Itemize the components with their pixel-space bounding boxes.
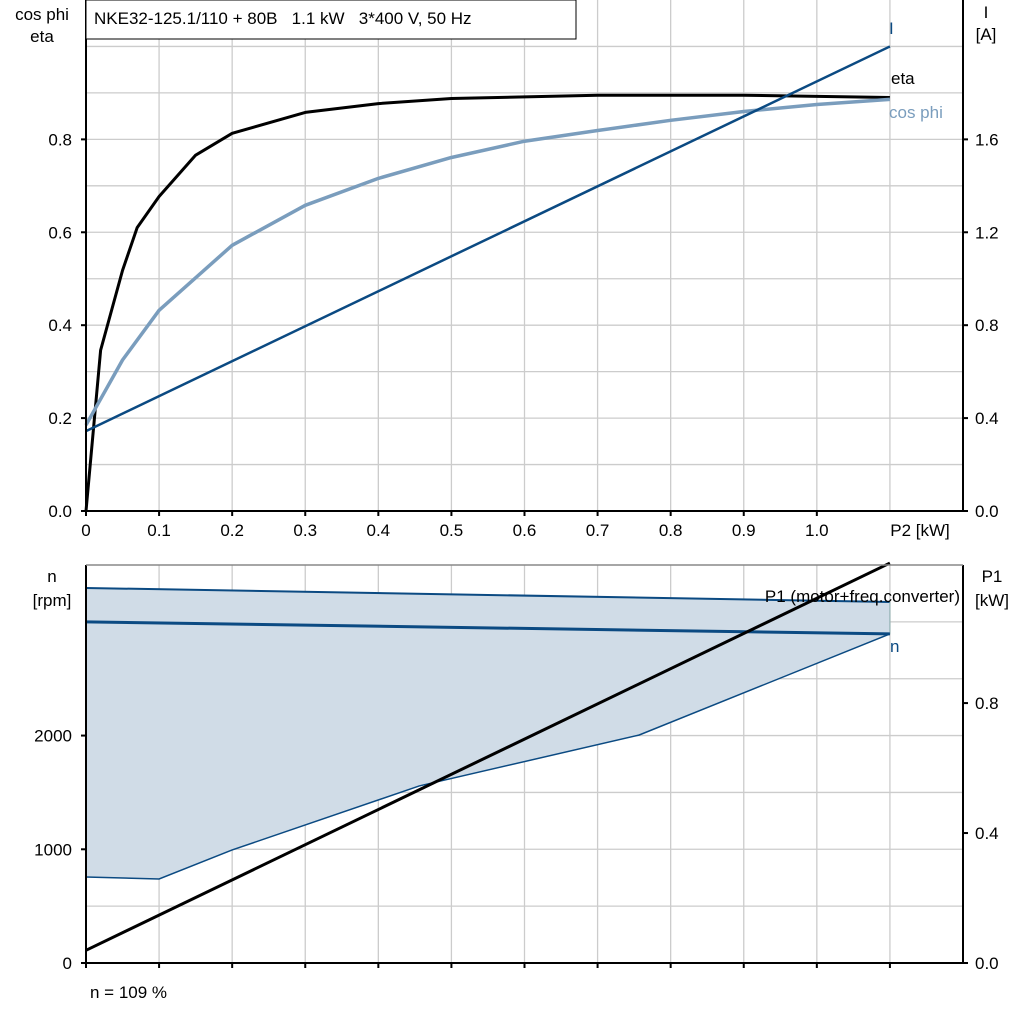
- series-p1-line: [85, 561, 891, 952]
- min-speed-line: [85, 633, 891, 880]
- left-tick-label: 0.6: [48, 223, 72, 242]
- left-tick-label: 1000: [34, 840, 72, 859]
- series-eta-line: [84, 93, 890, 512]
- speed-percentage: n = 109 %: [90, 983, 167, 1002]
- axes: [85, 0, 964, 964]
- series-label-n: n: [890, 637, 899, 656]
- x-tick-label: 0.5: [440, 521, 464, 540]
- series-i-line: [85, 45, 891, 433]
- top-grid: 0.0 0.2 0.4 0.6 0.8 0.0 0.4 0.8 1.2 1.6 0 0.1 0.2 0.3…: [48, 0, 999, 540]
- series-label-p1: P1 (motor+freq.converter): [765, 587, 960, 606]
- right-tick-label: 0.4: [975, 824, 999, 843]
- left-tick-label: 2000: [34, 727, 72, 746]
- x-axis-label: P2 [kW]: [890, 521, 950, 540]
- x-tick-label: 0.2: [220, 521, 244, 540]
- series-label-i: I: [889, 19, 894, 38]
- series-n-line: [85, 620, 890, 636]
- series-cos-line: [84, 97, 891, 426]
- x-tick-label: 1.0: [805, 521, 829, 540]
- x-tick-label: 0.8: [659, 521, 683, 540]
- chart-title: NKE32-125.1/110 + 80B 1.1 kW 3*400 V, 50…: [94, 9, 472, 28]
- right-tick-label: 1.2: [975, 223, 999, 242]
- right-tick-label: 0.8: [975, 694, 999, 713]
- series-label-cosphi: cos phi: [889, 103, 943, 122]
- left-tick-label: 0.8: [48, 130, 72, 149]
- top-right-axis-label-2: [A]: [976, 25, 997, 44]
- left-tick-label: 0.0: [48, 502, 72, 521]
- top-left-axis-label-1: cos phi: [15, 5, 69, 24]
- top-right-axis-label-1: I: [984, 3, 989, 22]
- x-tick-label: 0.6: [513, 521, 537, 540]
- x-tick-label: 0.3: [293, 521, 317, 540]
- left-tick-label: 0.4: [48, 316, 72, 335]
- chart-marks: [84, 45, 891, 952]
- x-tick-label: 0.1: [147, 521, 171, 540]
- top-left-axis-label-2: eta: [30, 27, 54, 46]
- bottom-left-axis-label-1: n: [47, 567, 56, 586]
- right-tick-label: 0.0: [975, 954, 999, 973]
- left-tick-label: 0.2: [48, 409, 72, 428]
- series-label-eta: eta: [891, 69, 915, 88]
- left-tick-label: 0: [63, 954, 72, 973]
- right-tick-label: 1.6: [975, 130, 999, 149]
- right-tick-label: 0.4: [975, 409, 999, 428]
- x-tick-label: 0.4: [367, 521, 391, 540]
- bottom-right-axis-label-2: [kW]: [975, 591, 1009, 610]
- right-tick-label: 0.8: [975, 316, 999, 335]
- x-tick-label: 0.9: [732, 521, 756, 540]
- bottom-right-axis-label-1: P1: [982, 567, 1003, 586]
- bottom-left-axis-label-2: [rpm]: [33, 591, 72, 610]
- title-box: NKE32-125.1/110 + 80B 1.1 kW 3*400 V, 50…: [85, 0, 577, 40]
- x-tick-label: 0: [81, 521, 90, 540]
- max-speed-line: [85, 586, 890, 603]
- x-tick-label: 0.7: [586, 521, 610, 540]
- right-tick-label: 0.0: [975, 502, 999, 521]
